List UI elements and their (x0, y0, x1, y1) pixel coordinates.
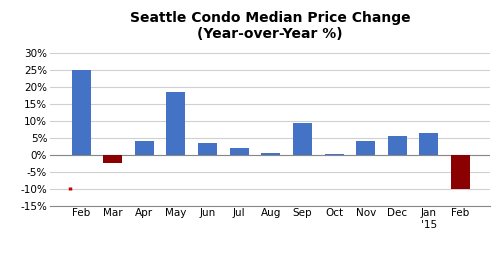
Title: Seattle Condo Median Price Change
(Year-over-Year %): Seattle Condo Median Price Change (Year-… (130, 11, 410, 41)
Bar (324, 154, 344, 155)
Bar (230, 148, 248, 155)
Bar (166, 92, 186, 155)
Bar (103, 155, 122, 163)
Bar (388, 136, 407, 155)
Bar (451, 155, 470, 189)
Bar (135, 141, 154, 155)
Bar (293, 123, 312, 155)
Bar (356, 141, 375, 155)
Bar (420, 133, 438, 155)
Bar (198, 143, 217, 155)
Bar (262, 153, 280, 155)
Bar (72, 70, 90, 155)
